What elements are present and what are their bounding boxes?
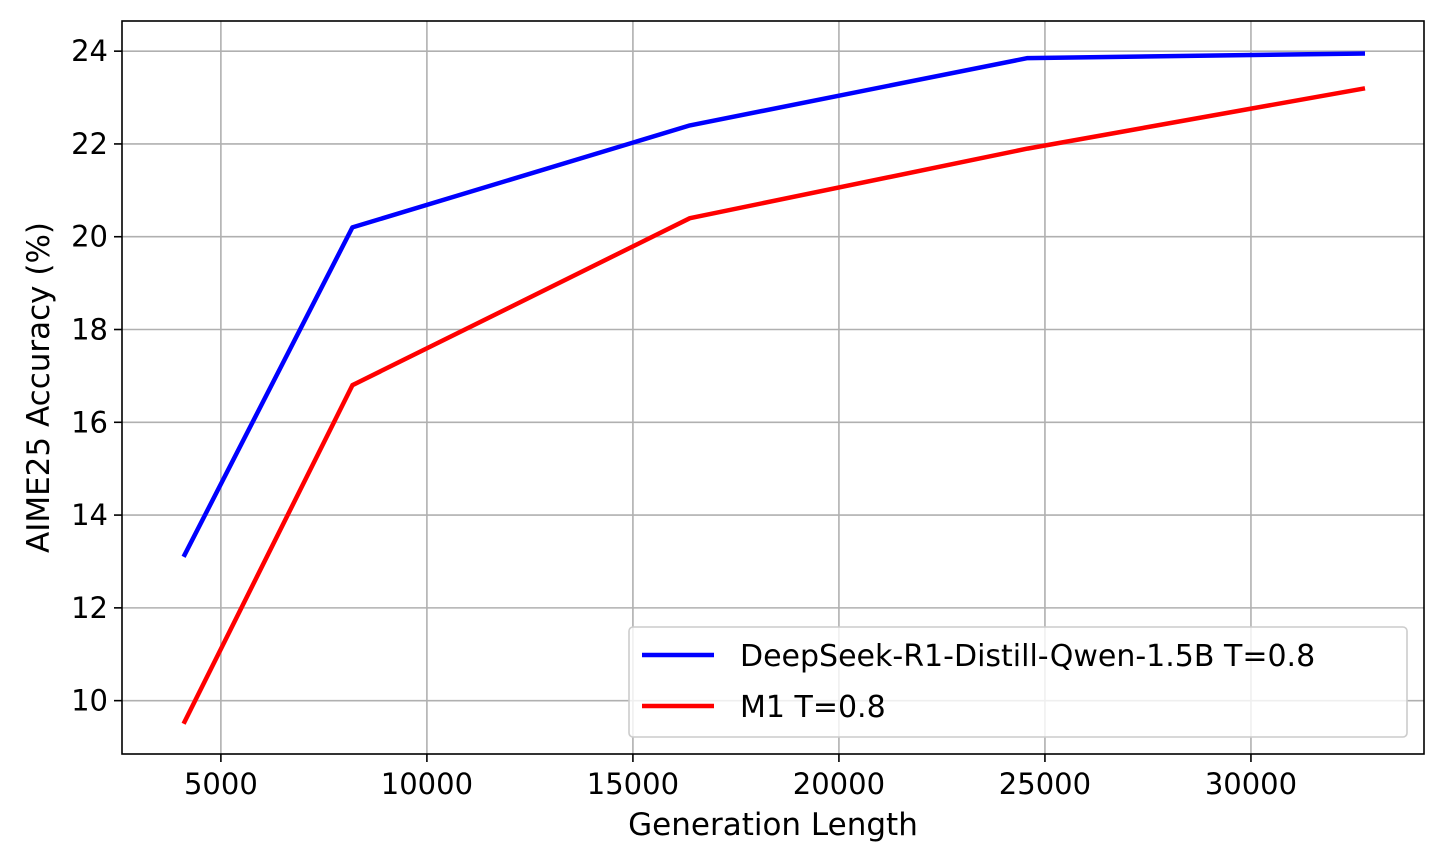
legend-label: DeepSeek-R1-Distill-Qwen-1.5B T=0.8 xyxy=(740,639,1315,674)
y-axis-label: AIME25 Accuracy (%) xyxy=(21,222,57,553)
y-tick-label: 18 xyxy=(71,313,108,347)
x-tick-label: 15000 xyxy=(587,767,679,801)
x-tick-label: 20000 xyxy=(793,767,885,801)
x-tick-label: 10000 xyxy=(381,767,473,801)
y-tick-label: 12 xyxy=(71,591,108,625)
legend-label: M1 T=0.8 xyxy=(740,690,886,725)
grid-lines xyxy=(122,21,1424,754)
y-tick-label: 24 xyxy=(71,34,108,68)
x-tick-label: 5000 xyxy=(184,767,258,801)
series-line-2 xyxy=(181,86,1366,725)
series-lines xyxy=(181,51,1366,725)
x-tick-label: 25000 xyxy=(999,767,1091,801)
series-line-1 xyxy=(181,51,1366,558)
y-tick-label: 22 xyxy=(71,127,108,161)
x-axis-label: Generation Length xyxy=(628,807,918,843)
y-tick-label: 16 xyxy=(71,405,108,439)
y-tick-label: 20 xyxy=(71,220,108,254)
legend-box xyxy=(628,626,1408,738)
y-tick-label: 10 xyxy=(71,684,108,718)
legend: DeepSeek-R1-Distill-Qwen-1.5B T=0.8 M1 T=… xyxy=(628,626,1408,738)
axis-ticks: 5000 10000 15000 20000 25000 30000 10 12 14 16 18 2… xyxy=(71,34,1297,801)
x-tick-label: 30000 xyxy=(1205,767,1297,801)
y-tick-label: 14 xyxy=(71,498,108,532)
plot-frame xyxy=(121,20,1425,755)
